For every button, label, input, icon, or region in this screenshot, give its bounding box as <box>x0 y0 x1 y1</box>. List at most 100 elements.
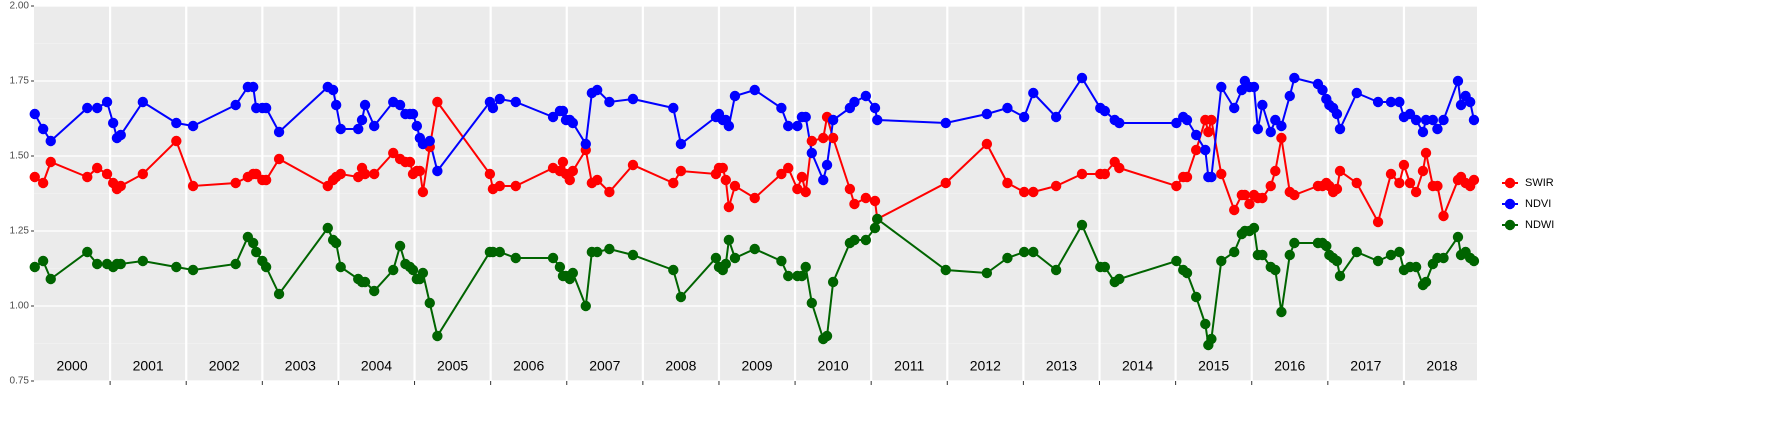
data-point <box>1351 177 1362 189</box>
data-point <box>591 246 603 258</box>
data-point <box>1265 180 1276 192</box>
data-point <box>1394 96 1405 108</box>
data-point <box>171 117 182 129</box>
data-point <box>729 90 741 102</box>
data-point <box>1351 246 1362 258</box>
data-point <box>872 114 883 126</box>
data-point <box>137 255 149 267</box>
data-point <box>604 96 615 108</box>
data-point <box>37 123 49 135</box>
data-point <box>335 168 346 180</box>
data-point <box>1028 87 1039 99</box>
data-point <box>1404 177 1416 189</box>
data-point <box>1372 255 1384 267</box>
data-point <box>115 258 126 270</box>
data-point <box>1050 180 1062 192</box>
data-point <box>776 102 787 114</box>
data-point <box>818 174 829 186</box>
data-point <box>230 258 241 270</box>
data-point <box>330 99 342 111</box>
data-point <box>1252 123 1264 135</box>
data-point <box>1171 180 1182 192</box>
data-point <box>1216 168 1227 180</box>
data-point <box>567 267 579 279</box>
year-label: 2002 <box>209 358 240 374</box>
data-point <box>806 147 818 159</box>
data-point <box>567 165 579 177</box>
data-point <box>359 276 371 288</box>
data-point <box>1190 129 1202 141</box>
legend-label: NDWI <box>1525 219 1554 231</box>
data-point <box>432 330 443 342</box>
data-point <box>776 168 787 180</box>
data-point <box>1468 114 1480 126</box>
data-point <box>1018 111 1030 123</box>
data-point <box>1181 267 1193 279</box>
data-point <box>510 252 521 264</box>
data-point <box>844 183 856 195</box>
data-point <box>591 174 603 186</box>
data-point <box>1018 186 1030 198</box>
data-point <box>1050 111 1062 123</box>
data-point <box>1410 261 1422 273</box>
data-point <box>1216 255 1227 267</box>
data-point <box>800 261 811 273</box>
data-point <box>849 198 860 210</box>
data-point <box>1417 126 1429 138</box>
data-point <box>1334 165 1346 177</box>
data-point <box>1289 72 1300 84</box>
data-point <box>591 84 603 96</box>
data-point <box>1420 276 1432 288</box>
data-point <box>1018 246 1030 258</box>
data-point <box>981 267 993 279</box>
data-point <box>356 114 368 126</box>
data-point <box>1331 183 1343 195</box>
data-point <box>1028 186 1039 198</box>
data-point <box>1190 144 1202 156</box>
data-point <box>1438 114 1449 126</box>
data-point <box>369 120 380 132</box>
data-point <box>1002 102 1013 114</box>
year-label: 2004 <box>361 358 392 374</box>
data-point <box>792 183 803 195</box>
data-point <box>45 156 56 168</box>
data-point <box>1206 333 1217 345</box>
data-point <box>1417 165 1429 177</box>
year-label: 2012 <box>970 358 1001 374</box>
data-point <box>494 93 505 105</box>
data-point <box>417 267 429 279</box>
y-tick-label: 1.50 <box>10 151 30 162</box>
year-label: 2007 <box>589 358 620 374</box>
data-point <box>273 288 285 300</box>
data-point <box>860 192 872 204</box>
data-point <box>827 132 839 144</box>
year-label: 2014 <box>1122 358 1153 374</box>
data-point <box>1468 255 1480 267</box>
data-point <box>668 177 679 189</box>
data-point <box>723 234 735 246</box>
data-point <box>484 168 496 180</box>
data-point <box>171 261 182 273</box>
data-point <box>1432 180 1443 192</box>
data-point <box>432 165 443 177</box>
data-point <box>247 81 259 93</box>
data-point <box>327 84 339 96</box>
data-point <box>1099 168 1111 180</box>
data-point <box>981 138 993 150</box>
data-point <box>567 117 579 129</box>
data-point <box>860 234 872 246</box>
data-point <box>369 168 380 180</box>
data-point <box>872 213 883 225</box>
year-label: 2000 <box>56 358 87 374</box>
data-point <box>1028 246 1039 258</box>
legend-marker <box>1504 198 1516 210</box>
data-point <box>171 135 182 147</box>
data-point <box>604 243 615 255</box>
data-point <box>806 135 818 147</box>
data-point <box>1200 318 1211 330</box>
year-label: 2008 <box>665 358 696 374</box>
data-point <box>547 252 559 264</box>
data-point <box>818 132 829 144</box>
data-point <box>1076 72 1088 84</box>
data-point <box>1114 117 1125 129</box>
